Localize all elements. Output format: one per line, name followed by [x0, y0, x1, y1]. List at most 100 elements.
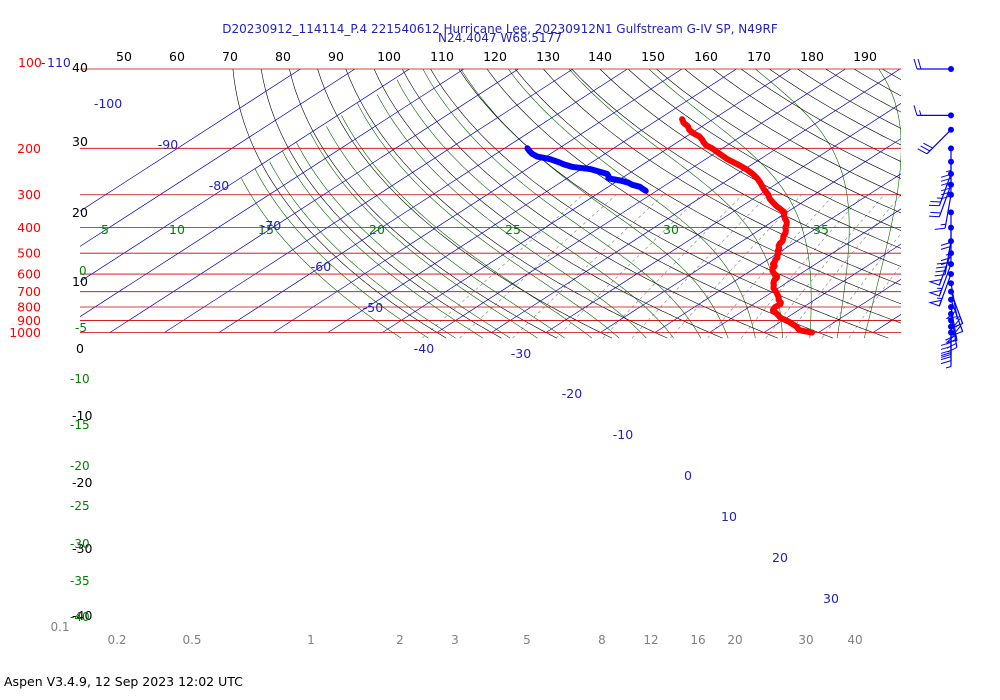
- mixing-ratio-label: 8: [598, 633, 606, 647]
- sounding-point: [750, 171, 756, 177]
- theta-top-label: 50: [116, 49, 132, 64]
- mixing-ratio-label: 2: [396, 633, 404, 647]
- theta-left-label: 30: [72, 134, 88, 149]
- theta-top-label: 80: [275, 49, 291, 64]
- theta-top-label: 60: [169, 49, 185, 64]
- footer-version: Aspen V3.4.9, 12 Sep 2023 12:02 UTC: [4, 674, 243, 689]
- sounding-point: [561, 161, 567, 167]
- wind-barb: [913, 105, 954, 119]
- isotherm-label: 10: [721, 509, 737, 524]
- theta-top-label: 190: [853, 49, 877, 64]
- sounding-point: [734, 161, 741, 167]
- mixing-ratio-label: 3: [451, 633, 459, 647]
- wind-barb: [928, 250, 954, 286]
- dry-adiabat-line: [599, 69, 901, 249]
- mixing-ratio-label: 0.1: [50, 620, 69, 634]
- moist-left-label: -40: [70, 610, 90, 624]
- dry-adiabat-line: [684, 69, 901, 196]
- wind-barb: [928, 181, 954, 218]
- moist-top-label: 30: [663, 222, 679, 237]
- theta-left-label: -30: [72, 541, 92, 556]
- mixing-ratio-line: [512, 194, 664, 339]
- sounding-point: [802, 328, 808, 334]
- moist-left-label: -35: [70, 574, 90, 588]
- theta-top-label: 90: [328, 49, 344, 64]
- mixing-ratio-line: [740, 194, 864, 339]
- pressure-label: 800: [17, 299, 41, 314]
- moist-left-label: -30: [70, 537, 90, 551]
- dry-adiabat-line: [514, 69, 901, 305]
- mixing-ratio-label: 5: [523, 633, 531, 647]
- sounding-point: [765, 192, 771, 198]
- isotherm-line: [80, 69, 465, 318]
- sounding-point: [757, 180, 763, 186]
- sounding-point: [770, 199, 776, 205]
- theta-left-label: 10: [72, 274, 88, 289]
- moist-adiabat-line: [648, 69, 812, 339]
- sounding-point: [637, 184, 643, 190]
- wind-barb: [934, 238, 954, 277]
- dry-adiabat-line: [260, 69, 502, 339]
- top-temp-label-end: 110: [47, 55, 71, 70]
- sounding-point: [809, 329, 815, 336]
- sounding-point: [781, 209, 788, 215]
- pressure-label: 900: [17, 313, 41, 328]
- sounding-point: [534, 154, 541, 160]
- theta-left-label: 0: [76, 341, 84, 356]
- isotherm-label: -80: [209, 178, 229, 193]
- sounding-point: [743, 166, 749, 172]
- dry-adiabat-line: [656, 69, 901, 214]
- isotherm-line: [545, 103, 901, 333]
- dry-adiabat-line: [853, 69, 901, 97]
- theta-top-label: 180: [800, 49, 824, 64]
- sounding-point: [625, 180, 632, 186]
- wind-barb: [928, 170, 954, 207]
- wind-barb: [928, 271, 954, 307]
- isotherm-line: [928, 69, 1000, 333]
- sounding-point: [679, 116, 685, 122]
- isotherm-label: 0: [684, 468, 692, 483]
- dry-adiabat-line: [882, 69, 901, 81]
- isotherm-line: [709, 208, 901, 333]
- mixing-ratio-line: [821, 233, 901, 339]
- theta-top-label: 140: [588, 49, 612, 64]
- sounding-point: [754, 175, 760, 181]
- chart-subtitle: N24.4047 W68.5177: [438, 31, 562, 45]
- isotherm-line: [382, 69, 792, 333]
- sounding-point: [696, 133, 702, 139]
- moist-adiabat-line: [568, 69, 783, 339]
- mixing-ratio-label: 16: [690, 633, 705, 647]
- sounding-point: [777, 206, 784, 212]
- dry-adiabat-line: [571, 69, 901, 267]
- theta-left-label: -40: [72, 608, 92, 623]
- sounding-point: [762, 188, 768, 194]
- mixing-ratio-line: [422, 194, 584, 339]
- theta-top-label: 170: [747, 49, 771, 64]
- theta-top-label: 160: [694, 49, 718, 64]
- dry-adiabat-line: [797, 69, 901, 129]
- sounding-point: [629, 182, 635, 188]
- isotherm-label: -20: [562, 386, 582, 401]
- isotherm-line: [80, 69, 356, 247]
- pressure-label: 200: [17, 141, 41, 156]
- wind-barb: [945, 329, 954, 369]
- theta-top-label: 70: [222, 49, 238, 64]
- moist-left-label: -20: [70, 459, 90, 473]
- sounding-point: [773, 203, 779, 209]
- pressure-label: 400: [17, 220, 41, 235]
- isotherm-line: [654, 173, 901, 333]
- sounding-point: [555, 159, 561, 165]
- mixing-ratio-label: 1: [307, 633, 315, 647]
- moist-adiabat-line: [376, 94, 647, 339]
- dry-adiabat-line: [317, 69, 613, 339]
- isotherm-line: [80, 69, 410, 282]
- theta-top-label: 130: [536, 49, 560, 64]
- mixing-ratio-line: [631, 194, 769, 339]
- mixing-ratio-line: [555, 194, 702, 339]
- wind-barb: [913, 58, 954, 72]
- sounding-point: [685, 123, 691, 129]
- isotherm-label: -70: [261, 218, 281, 233]
- sounding-point: [759, 184, 766, 190]
- moist-top-label: 5: [101, 222, 109, 237]
